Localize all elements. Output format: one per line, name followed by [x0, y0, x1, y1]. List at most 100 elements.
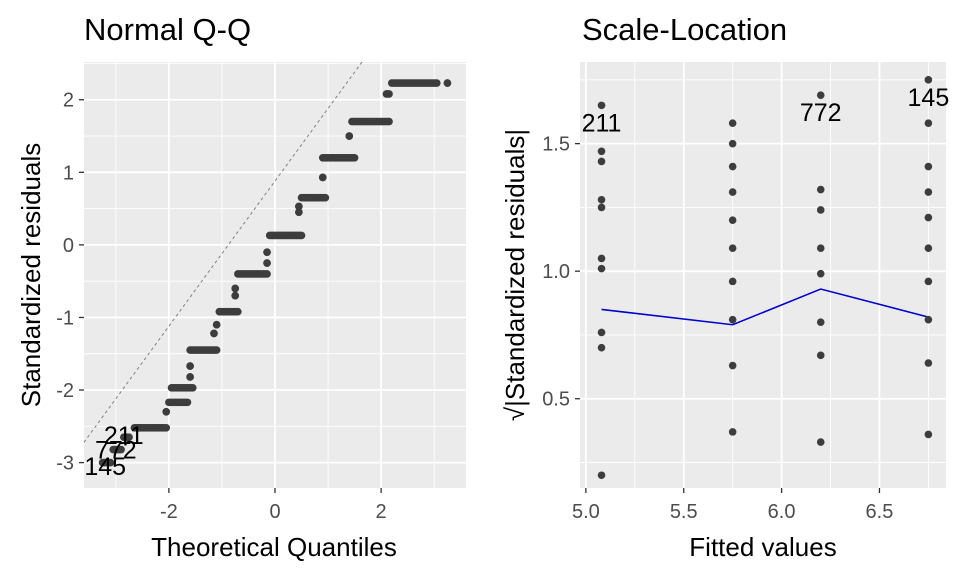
- qq-title: Normal Q-Q: [84, 12, 251, 47]
- sl-point: [728, 119, 737, 128]
- sl-point: [597, 195, 606, 204]
- qq-point: [231, 284, 240, 293]
- sl-point: [597, 264, 606, 273]
- sl-point: [816, 185, 825, 194]
- qq-point: [345, 132, 354, 140]
- qq-x-tick-labels: -2 0 2: [160, 488, 387, 523]
- qq-point: [318, 173, 327, 182]
- y-tick-label: -1: [56, 307, 74, 329]
- sl-point: [597, 157, 606, 166]
- sl-point: [816, 351, 825, 360]
- y-tick-label: 2: [63, 90, 74, 112]
- sl-point-label: 772: [800, 99, 842, 127]
- x-tick-label: 5.0: [572, 501, 600, 523]
- sl-point: [597, 203, 606, 212]
- sl-gridlines: [580, 62, 946, 488]
- qq-point: [162, 423, 171, 432]
- sl-point: [816, 206, 825, 214]
- qq-point: [385, 90, 393, 98]
- sl-point: [597, 101, 606, 110]
- qq-point-label: 211: [104, 422, 144, 450]
- sl-point: [728, 361, 737, 370]
- qq-point: [234, 307, 242, 316]
- qq-point: [295, 208, 303, 217]
- x-tick-label: 0: [269, 501, 280, 523]
- sl-point: [924, 430, 933, 439]
- x-tick-label: 5.5: [670, 501, 698, 523]
- sl-point: [924, 162, 933, 171]
- y-tick-label: 0: [63, 235, 74, 257]
- sl-point: [597, 147, 606, 156]
- qq-point: [443, 79, 452, 87]
- qq-point-label: 772: [95, 437, 137, 465]
- qq-point: [212, 346, 221, 354]
- sl-point: [728, 188, 737, 196]
- y-tick-label: 1.0: [542, 261, 570, 283]
- sl-point-labels: 211 772 145: [582, 84, 950, 138]
- sl-point: [924, 119, 933, 128]
- sl-point: [816, 244, 825, 253]
- sl-point-label: 211: [582, 109, 622, 137]
- qq-y-axis-title: Standardized residuals: [16, 143, 46, 408]
- x-tick-label: 2: [376, 501, 387, 523]
- scale-location-panel: Scale-Location 211 772 145 5.0 5.5 6.0 6.5 0.…: [500, 12, 949, 562]
- sl-point: [597, 343, 606, 352]
- sl-point: [924, 244, 933, 253]
- sl-point: [924, 76, 933, 84]
- qq-point: [162, 407, 171, 416]
- sl-point: [924, 188, 933, 196]
- sl-point: [728, 162, 737, 171]
- x-tick-label: -2: [160, 501, 178, 523]
- sl-point: [924, 213, 933, 222]
- sl-points: [597, 76, 933, 480]
- qq-gridlines: [84, 62, 466, 488]
- qq-point: [263, 248, 271, 256]
- qq-point: [385, 117, 393, 126]
- qq-point: [263, 270, 271, 278]
- sl-point-label: 145: [908, 84, 950, 112]
- sl-point: [924, 315, 933, 324]
- qq-x-axis-title: Theoretical Quantiles: [151, 532, 397, 562]
- y-tick-label: 1.5: [542, 134, 570, 156]
- sl-point: [728, 315, 737, 324]
- y-tick-label: 0.5: [542, 389, 570, 411]
- sl-point: [728, 428, 737, 436]
- qq-point: [106, 458, 115, 467]
- x-tick-label: 6.5: [866, 501, 894, 523]
- sl-x-tick-labels: 5.0 5.5 6.0 6.5: [572, 488, 893, 523]
- sl-point: [924, 359, 933, 367]
- qq-point: [212, 320, 221, 329]
- sl-point: [728, 277, 737, 286]
- qq-point-label: 145: [84, 453, 126, 481]
- sl-point: [816, 91, 825, 99]
- qq-point: [231, 291, 240, 300]
- qq-point: [433, 79, 441, 87]
- sl-y-tick-labels: 0.5 1.0 1.5: [542, 134, 580, 411]
- qq-reference-line-path: [83, 61, 363, 443]
- qq-point: [183, 398, 192, 407]
- sl-y-axis-title: √|Standardized residuals|: [500, 129, 530, 421]
- sl-point: [597, 471, 606, 480]
- sl-point: [816, 269, 825, 278]
- sl-point: [728, 216, 737, 224]
- sl-point: [816, 438, 825, 446]
- sl-point: [728, 244, 737, 253]
- qq-point: [295, 202, 303, 211]
- sl-smooth-line: [601, 288, 929, 326]
- sl-point: [597, 254, 606, 263]
- sl-point: [924, 277, 933, 286]
- sl-point: [816, 318, 825, 326]
- qq-point: [188, 384, 197, 392]
- qq-point: [297, 231, 306, 240]
- sl-smooth-path: [601, 288, 929, 326]
- sl-plot-background: [580, 62, 946, 488]
- sl-point: [597, 328, 606, 337]
- y-tick-label: -3: [56, 453, 74, 475]
- qq-point: [186, 362, 194, 370]
- sl-title: Scale-Location: [582, 12, 787, 47]
- y-tick-label: -2: [56, 380, 74, 402]
- qq-point: [186, 373, 194, 381]
- qq-y-tick-labels: -3 -2 -1 0 1 2: [56, 90, 84, 475]
